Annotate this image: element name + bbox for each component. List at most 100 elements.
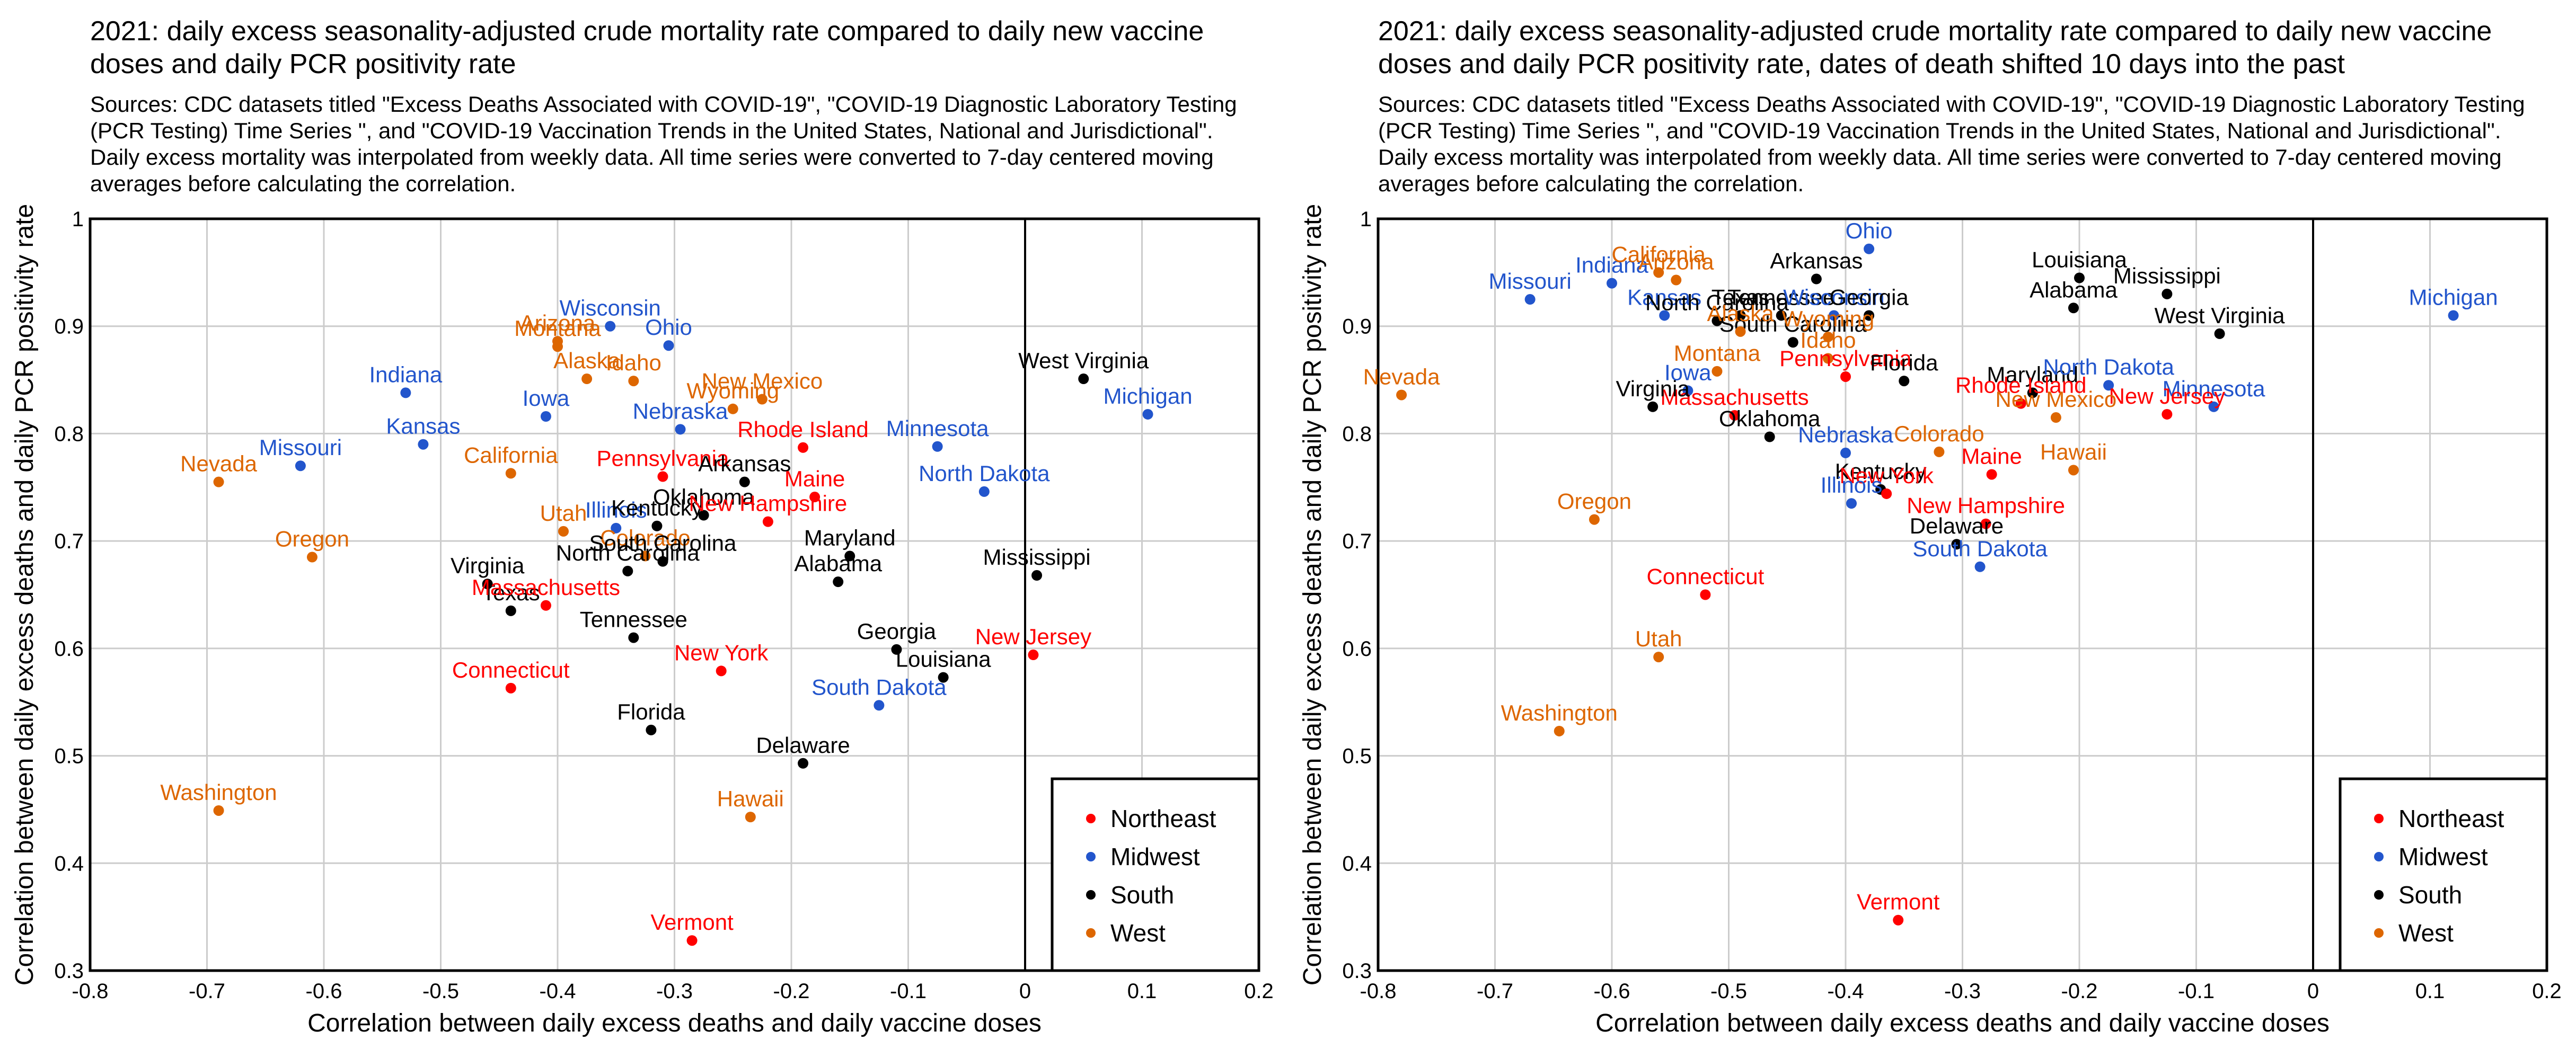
x-tick-label: -0.7 bbox=[189, 980, 225, 1003]
point-label: Arkansas bbox=[1770, 248, 1863, 273]
point-label: Oregon bbox=[1557, 489, 1631, 514]
data-point bbox=[1729, 410, 1740, 421]
data-point bbox=[640, 550, 651, 562]
point-label: Nevada bbox=[180, 451, 257, 476]
x-tick-label: 0.1 bbox=[2415, 980, 2445, 1003]
point-label: Nebraska bbox=[633, 398, 728, 423]
point-label: New Mexico bbox=[1996, 387, 2117, 412]
data-point bbox=[1653, 652, 1664, 663]
point-label: New Jersey bbox=[2109, 384, 2225, 408]
point-label: Ohio bbox=[1846, 218, 1893, 243]
data-point bbox=[1554, 725, 1565, 736]
point-label: Oklahoma bbox=[1719, 406, 1821, 431]
data-point bbox=[1764, 431, 1775, 442]
data-point bbox=[1846, 498, 1857, 509]
point-label: West Virginia bbox=[2155, 303, 2286, 328]
data-point bbox=[552, 341, 563, 352]
legend-marker bbox=[1086, 814, 1096, 823]
data-point bbox=[891, 644, 902, 655]
x-tick-label: 0 bbox=[1019, 980, 1031, 1003]
point-label: Vermont bbox=[650, 910, 734, 935]
point-label: Kansas bbox=[1627, 285, 1701, 309]
data-point bbox=[628, 632, 639, 643]
legend-label: Northeast bbox=[1110, 805, 1216, 832]
point-label: Maine bbox=[784, 466, 845, 491]
point-label: Idaho bbox=[606, 350, 661, 375]
data-point bbox=[809, 492, 821, 503]
point-label: Delaware bbox=[756, 733, 850, 758]
point-label: New Jersey bbox=[975, 624, 1091, 649]
plot-frame bbox=[89, 217, 1260, 972]
legend-marker bbox=[2374, 852, 2384, 861]
y-tick-label: 1 bbox=[72, 208, 84, 231]
point-label: Hawaii bbox=[717, 786, 784, 811]
data-point bbox=[605, 321, 616, 332]
y-tick-label: 1 bbox=[1360, 208, 1372, 231]
data-point bbox=[1864, 243, 1875, 254]
data-point bbox=[540, 411, 551, 422]
data-point bbox=[628, 376, 639, 387]
legend-label: West bbox=[1110, 919, 1166, 947]
point-label: Hawaii bbox=[2040, 439, 2107, 464]
point-label: Iowa bbox=[1664, 360, 1712, 385]
data-point bbox=[2074, 272, 2085, 283]
data-point bbox=[1712, 315, 1723, 326]
point-label: Florida bbox=[617, 699, 685, 724]
point-label: North Carolina bbox=[556, 540, 700, 565]
data-point bbox=[505, 682, 516, 694]
data-point bbox=[1899, 376, 1910, 387]
point-label: California bbox=[464, 442, 558, 467]
x-tick-label: -0.1 bbox=[890, 980, 927, 1003]
point-label: Oklahoma bbox=[653, 484, 755, 509]
legend-marker bbox=[1086, 890, 1096, 900]
data-point bbox=[1142, 408, 1153, 420]
data-point bbox=[739, 476, 750, 487]
data-point bbox=[540, 600, 551, 611]
data-point bbox=[2214, 328, 2225, 339]
point-label: Texas bbox=[482, 580, 540, 605]
point-label: Montana bbox=[1674, 341, 1761, 366]
data-point bbox=[581, 374, 593, 385]
legend-label: Midwest bbox=[1110, 843, 1200, 870]
x-tick-label: -0.5 bbox=[422, 980, 459, 1003]
x-tick-label: -0.3 bbox=[1944, 980, 1981, 1003]
chart-title: 2021: daily excess seasonality-adjusted … bbox=[90, 16, 1204, 79]
data-point bbox=[1986, 469, 1997, 480]
x-tick-label: -0.6 bbox=[306, 980, 342, 1003]
legend-box bbox=[1051, 777, 1260, 972]
chart-title: 2021: daily excess seasonality-adjusted … bbox=[1378, 16, 2492, 79]
y-tick-label: 0.3 bbox=[1342, 959, 1372, 983]
data-point bbox=[2068, 465, 2079, 476]
point-label: California bbox=[1611, 242, 1706, 266]
point-label: Michigan bbox=[2409, 285, 2498, 309]
data-point bbox=[1776, 310, 1787, 321]
point-label: Michigan bbox=[1103, 384, 1192, 408]
y-tick-label: 0.9 bbox=[54, 315, 84, 339]
x-tick-label: -0.2 bbox=[773, 980, 810, 1003]
x-tick-label: -0.8 bbox=[1360, 980, 1397, 1003]
x-tick-label: -0.8 bbox=[72, 980, 109, 1003]
y-tick-label: 0.4 bbox=[1342, 852, 1372, 875]
data-point bbox=[698, 510, 709, 521]
point-label: Washington bbox=[160, 780, 277, 805]
data-point bbox=[798, 758, 809, 769]
point-label: Alaska bbox=[553, 348, 621, 373]
data-point bbox=[213, 476, 224, 487]
data-point bbox=[1974, 561, 1986, 572]
data-point bbox=[675, 424, 686, 435]
data-point bbox=[622, 565, 633, 576]
data-point bbox=[1659, 310, 1670, 321]
x-axis-label: Correlation between daily excess deaths … bbox=[307, 1009, 1042, 1037]
x-tick-label: -0.5 bbox=[1710, 980, 1747, 1003]
data-point bbox=[716, 665, 727, 677]
point-label: Louisiana bbox=[896, 647, 991, 672]
scatter-plot: -0.8 -0.7 -0.6 -0.5 -0.4 -0.3 -0.2 -0.1 0 0.1 0.2 0… bbox=[1299, 204, 2562, 1037]
point-label: South Dakota bbox=[1912, 536, 2048, 561]
data-point bbox=[1682, 385, 1693, 396]
data-point bbox=[1653, 267, 1664, 278]
point-label: Tennessee bbox=[580, 607, 687, 632]
point-label: Colorado bbox=[1894, 421, 1984, 446]
point-label: Delaware bbox=[1910, 513, 2004, 538]
data-point bbox=[2162, 408, 2173, 420]
data-point bbox=[686, 935, 698, 946]
